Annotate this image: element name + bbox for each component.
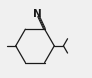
Text: N: N: [33, 9, 42, 19]
